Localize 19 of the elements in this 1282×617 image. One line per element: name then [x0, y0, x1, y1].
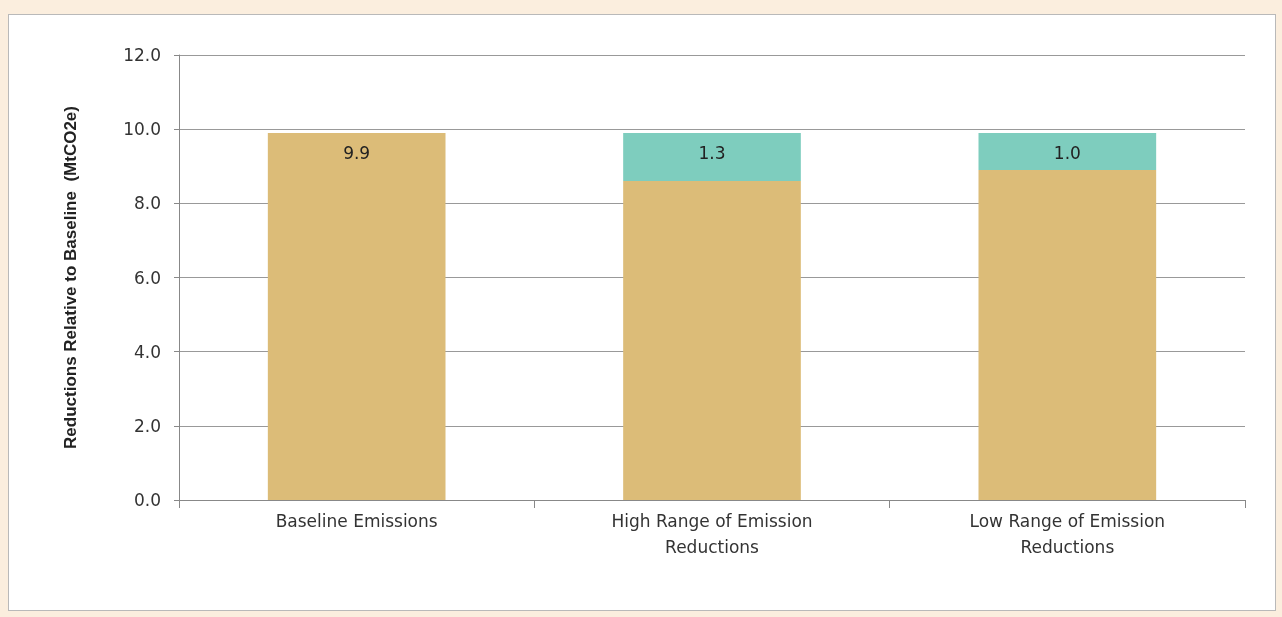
y-tick-label: 12.0: [123, 45, 161, 65]
bar: [623, 181, 801, 500]
bar: [978, 132, 1157, 170]
bar: [623, 132, 801, 182]
data-label: 9.9: [343, 143, 371, 164]
y-tick-label: 6.0: [133, 267, 161, 288]
y-tick-label: 8.0: [133, 193, 161, 214]
y-tick-label: 2.0: [133, 415, 161, 436]
x-tick-label: Low Range of Emission Reductions: [969, 511, 1166, 557]
y-tick-label: 0.0: [133, 490, 161, 510]
bar: [267, 132, 446, 500]
data-label: 1.0: [1053, 143, 1081, 164]
bar: [978, 169, 1157, 500]
y-tick-label: 10.0: [123, 119, 161, 140]
x-tick-label: High Range of Emission Reductions: [611, 511, 813, 557]
y-axis-title: Reductions Relative to Baseline (MtCO2e): [61, 106, 80, 449]
x-tick-label: Baseline Emissions: [275, 511, 438, 531]
data-label: 1.3: [698, 143, 726, 164]
y-tick-label: 4.0: [133, 341, 161, 362]
